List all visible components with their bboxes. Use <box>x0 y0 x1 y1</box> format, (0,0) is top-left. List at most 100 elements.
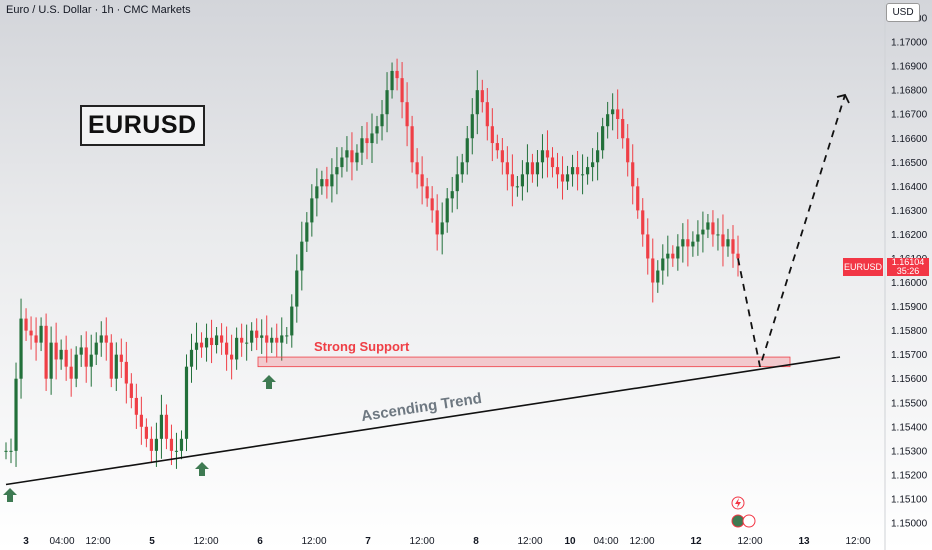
candle-body <box>64 349 68 367</box>
y-tick-label: 1.15400 <box>891 422 928 433</box>
candle-body <box>39 325 43 343</box>
candle-body <box>681 239 685 247</box>
candle-body <box>580 174 585 176</box>
candle-body <box>245 342 249 344</box>
candle-body <box>601 126 605 151</box>
candle-body <box>385 90 389 115</box>
candle-body <box>540 150 545 163</box>
y-tick-label: 1.15500 <box>891 398 928 409</box>
price-badge-symbol: EURUSD <box>843 258 883 276</box>
candle-body <box>430 198 434 211</box>
candle-body <box>390 70 394 91</box>
x-tick-label: 8 <box>473 536 479 547</box>
price-badge-value: 1.16104 35:26 <box>887 258 929 276</box>
candle-body <box>370 133 374 144</box>
x-tick-label: 5 <box>149 536 155 547</box>
candle-body <box>265 335 269 343</box>
candle-body <box>24 318 28 331</box>
candle-body <box>49 342 53 379</box>
candle-body <box>144 426 148 439</box>
candle-body <box>596 150 600 163</box>
ascending-trend-line <box>5 356 841 486</box>
candle-body <box>520 174 525 187</box>
candle-body <box>174 450 179 452</box>
projection-arrowhead <box>836 93 850 104</box>
candle-body <box>164 414 169 439</box>
candle-body <box>651 258 655 283</box>
candle-body <box>139 414 143 427</box>
candle-body <box>59 349 63 360</box>
flag-icon-us <box>742 514 756 528</box>
candle-body <box>435 210 439 235</box>
y-tick-label: 1.17000 <box>891 38 928 49</box>
x-tick-label: 12:00 <box>737 536 762 547</box>
candle-body <box>114 354 118 379</box>
candle-body <box>104 335 108 343</box>
candle-body <box>535 162 540 175</box>
candle-body <box>9 450 13 452</box>
candle-body <box>485 102 489 127</box>
candle-body <box>515 186 519 188</box>
candle-body <box>661 258 665 271</box>
candle-body <box>696 234 700 242</box>
candle-body <box>555 167 560 175</box>
candle-body <box>616 109 620 120</box>
y-tick-label: 1.15200 <box>891 470 928 481</box>
candle-body <box>84 347 88 367</box>
candle-body <box>375 126 379 134</box>
y-tick-label: 1.15700 <box>891 350 928 361</box>
candle-body <box>199 342 204 348</box>
candle-body <box>129 383 133 398</box>
candle-body <box>611 109 615 115</box>
x-tick-label: 04:00 <box>593 536 618 547</box>
y-tick-label: 1.16000 <box>891 278 928 289</box>
currency-button[interactable]: USD <box>886 3 920 22</box>
candle-body <box>460 162 464 175</box>
candle-body <box>219 335 224 343</box>
candle-body <box>550 157 555 168</box>
candle-body <box>475 90 479 115</box>
candle-body <box>495 143 499 151</box>
y-tick-label: 1.15300 <box>891 446 928 457</box>
candle-body <box>415 162 419 175</box>
candle-body <box>270 337 274 343</box>
candle-body <box>525 162 530 175</box>
x-tick-label: 12:00 <box>301 536 326 547</box>
candle-body <box>621 119 625 139</box>
candle-body <box>134 397 138 415</box>
candle-body <box>295 270 299 307</box>
candle-body <box>570 167 575 175</box>
y-tick-label: 1.15600 <box>891 374 928 385</box>
lightning-bolt <box>735 498 741 508</box>
candle-body <box>69 366 73 379</box>
up-arrow-marker <box>262 375 276 389</box>
candle-body <box>260 335 264 338</box>
lightning-icon <box>731 496 745 510</box>
x-tick-label: 12:00 <box>85 536 110 547</box>
candle-body <box>440 222 444 235</box>
candle-body <box>290 306 294 336</box>
candle-body <box>230 354 234 360</box>
candle-body <box>641 210 645 235</box>
candle-body <box>626 138 630 163</box>
candle-body <box>54 342 58 360</box>
candle-body <box>89 354 93 367</box>
candle-body <box>184 366 189 439</box>
candle-body <box>420 174 424 187</box>
candle-body <box>124 361 128 384</box>
candle-body <box>410 126 414 163</box>
candle-body <box>189 349 194 367</box>
x-tick-label: 12:00 <box>517 536 542 547</box>
candle-body <box>636 186 640 211</box>
candle-body <box>325 179 329 187</box>
candle-body <box>280 335 284 343</box>
candle-body <box>350 150 354 163</box>
candle-body <box>315 186 319 199</box>
candle-body <box>726 239 730 247</box>
candle-body <box>721 234 725 247</box>
y-tick-label: 1.15100 <box>891 494 928 505</box>
candle-body <box>405 102 409 127</box>
candle-body <box>149 438 153 451</box>
price-badge: EURUSD 1.16104 35:26 <box>843 258 929 276</box>
